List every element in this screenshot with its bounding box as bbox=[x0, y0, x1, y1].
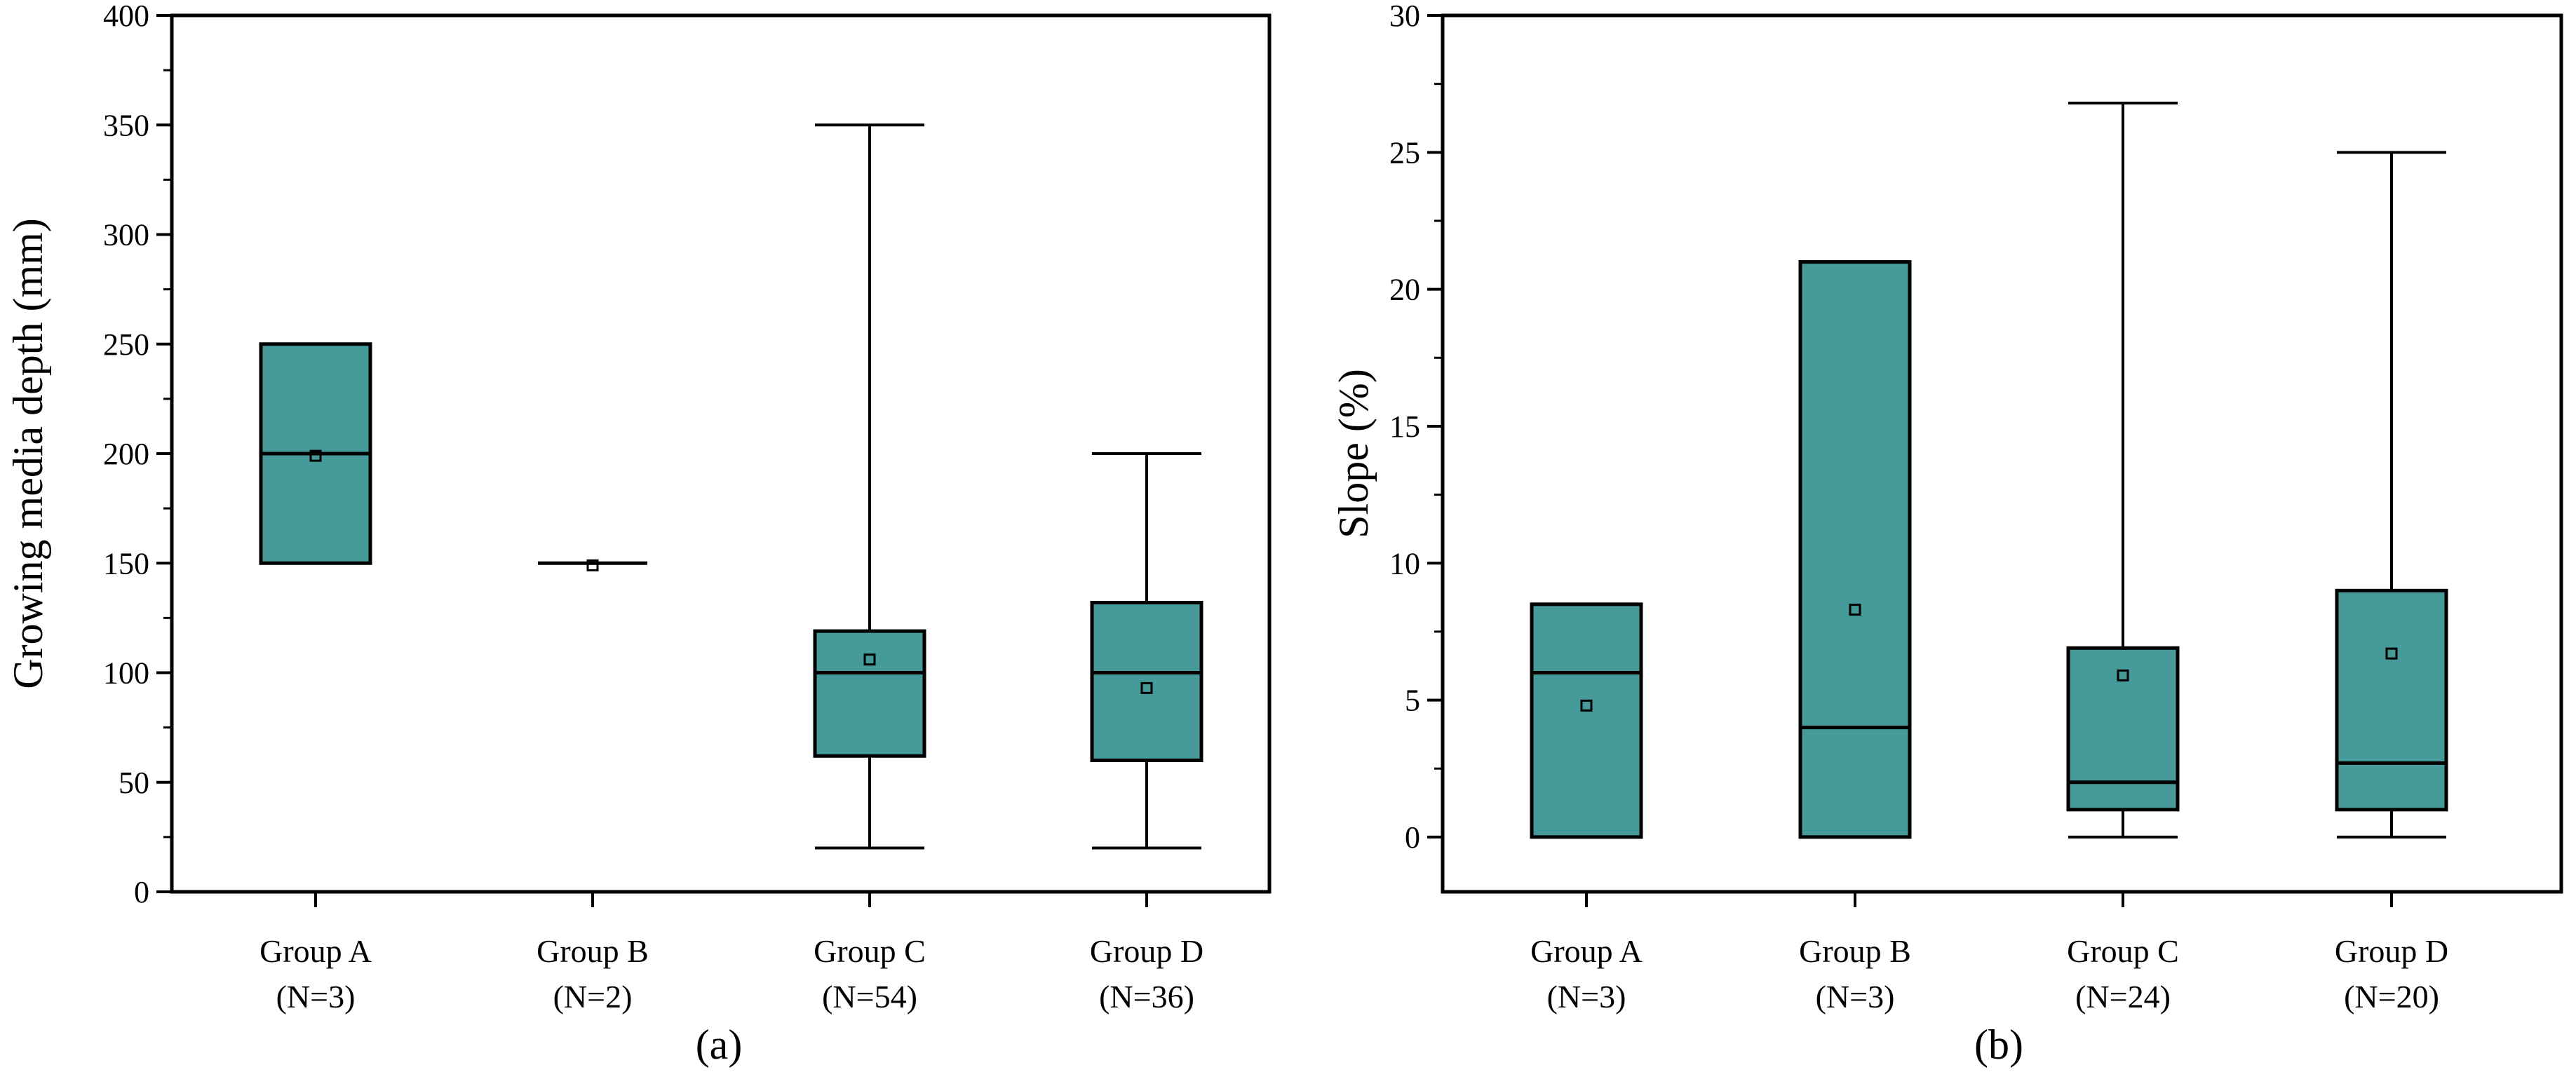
x-category-label: Group C bbox=[814, 933, 926, 969]
y-tick-label: 150 bbox=[103, 546, 149, 581]
y-tick-label: 0 bbox=[134, 875, 149, 909]
y-axis-title: Growing media depth (mm) bbox=[5, 218, 51, 689]
x-count-label: (N=24) bbox=[2075, 979, 2171, 1014]
box-group-3: Group C (N=54) bbox=[813, 123, 926, 1014]
x-category-label: Group C bbox=[2067, 933, 2179, 969]
mean-marker bbox=[1580, 699, 1593, 712]
x-category-label: Group B bbox=[1799, 933, 1911, 969]
mean-marker bbox=[1849, 604, 1861, 616]
y-tick-label: 0 bbox=[1405, 820, 1420, 855]
y-tick-label: 200 bbox=[103, 437, 149, 471]
iqr-box bbox=[2335, 588, 2448, 812]
box-group-1: Group A (N=3) bbox=[1530, 602, 1643, 1014]
y-tick-label: 10 bbox=[1389, 546, 1420, 581]
x-category-label: Group A bbox=[259, 933, 372, 969]
iqr-box bbox=[1530, 602, 1643, 839]
y-tick-label: 100 bbox=[103, 656, 149, 691]
x-count-label: (N=2) bbox=[553, 979, 633, 1014]
x-count-label: (N=20) bbox=[2344, 979, 2439, 1014]
x-category-label: Group D bbox=[2335, 933, 2448, 969]
y-tick-label: 20 bbox=[1389, 273, 1420, 307]
x-count-label: (N=54) bbox=[822, 979, 917, 1014]
box-group-1: Group A (N=3) bbox=[259, 342, 372, 1014]
x-category-label: Group D bbox=[1090, 933, 1203, 969]
mean-marker bbox=[586, 559, 599, 571]
plot-frame bbox=[1441, 13, 2563, 894]
iqr-box bbox=[1798, 260, 1912, 839]
y-tick-label: 300 bbox=[103, 218, 149, 252]
box-group-2: Group B (N=3) bbox=[1798, 260, 1912, 1014]
y-tick-label: 15 bbox=[1389, 409, 1420, 444]
box-group-2: Group B (N=2) bbox=[537, 559, 649, 1014]
iqr-box bbox=[1090, 601, 1203, 762]
x-count-label: (N=3) bbox=[276, 979, 356, 1014]
x-count-label: (N=3) bbox=[1816, 979, 1895, 1014]
iqr-box bbox=[813, 629, 926, 758]
mean-marker bbox=[2385, 647, 2398, 660]
y-tick-label: 25 bbox=[1389, 135, 1420, 170]
panel-a: 0 50 100 150 200 250 300 350 400 Growing media de… bbox=[5, 0, 1272, 1068]
x-count-label: (N=36) bbox=[1099, 979, 1194, 1014]
x-category-label: Group B bbox=[537, 933, 649, 969]
box-group-4: Group D (N=36) bbox=[1090, 452, 1203, 1014]
box-group-3: Group C (N=24) bbox=[2066, 102, 2180, 1014]
y-tick-label: 50 bbox=[119, 766, 149, 800]
y-tick-label: 400 bbox=[103, 0, 149, 33]
mean-marker bbox=[1140, 681, 1153, 694]
mean-marker bbox=[863, 653, 876, 666]
x-category-label: Group A bbox=[1530, 933, 1643, 969]
mean-marker bbox=[309, 449, 322, 462]
iqr-box bbox=[2066, 646, 2180, 812]
y-axis-title: Slope (%) bbox=[1330, 369, 1377, 538]
panel-label: (b) bbox=[1974, 1022, 2023, 1068]
mean-marker bbox=[2117, 669, 2129, 681]
panel-label: (a) bbox=[696, 1022, 743, 1068]
y-tick-label: 250 bbox=[103, 327, 149, 362]
x-count-label: (N=3) bbox=[1547, 979, 1626, 1014]
y-tick-label: 350 bbox=[103, 108, 149, 142]
y-tick-label: 30 bbox=[1389, 0, 1420, 33]
box-group-4: Group D (N=20) bbox=[2335, 151, 2448, 1014]
y-tick-label: 5 bbox=[1405, 684, 1420, 718]
